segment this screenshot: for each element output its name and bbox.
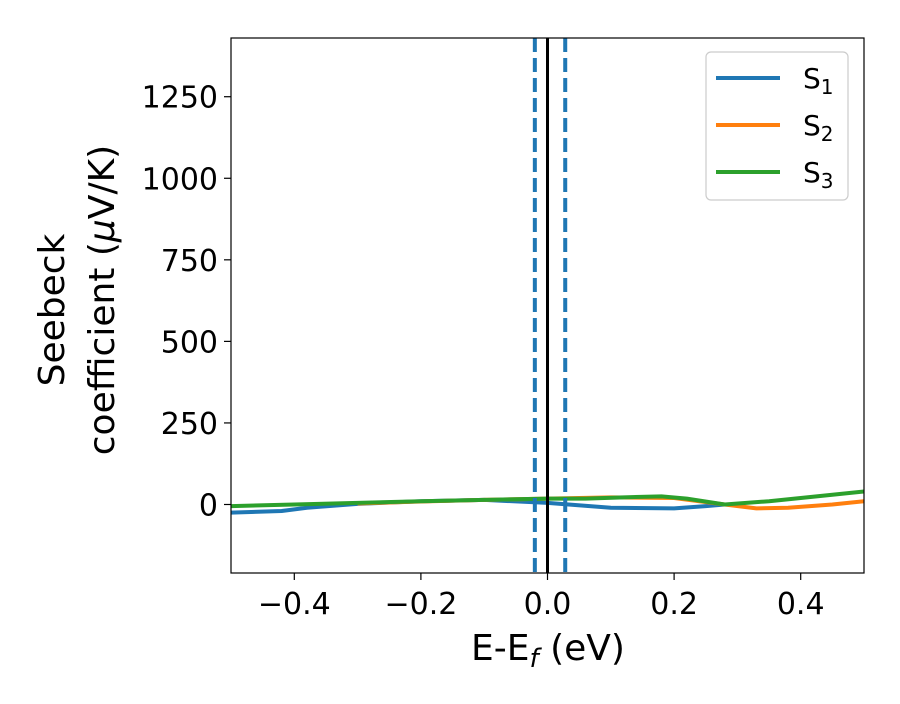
legend-label-s3: S3 [803, 156, 834, 193]
y-axis-label-line2: coefficient (μV/K) [82, 145, 123, 455]
x-tick-label: 0.2 [650, 587, 698, 622]
y-tick-label: 250 [161, 407, 218, 442]
vertical-lines-layer [532, 38, 568, 573]
y-tick-label: 1000 [142, 162, 218, 197]
y-axis-label-unit: V/K) [82, 145, 123, 219]
x-tick-label: 0.4 [777, 587, 825, 622]
x-axis-label-unit: (eV) [539, 628, 625, 669]
y-ticks: 0 250 500 750 1000 1250 [142, 81, 231, 523]
x-tick-label: −0.2 [384, 587, 457, 622]
y-tick-label: 750 [161, 244, 218, 279]
x-ticks: −0.4 −0.2 0.0 0.2 0.4 [258, 573, 825, 622]
series-layer [231, 489, 864, 515]
legend-label-s2: S2 [803, 109, 834, 146]
x-tick-label: 0.0 [524, 587, 572, 622]
y-axis-label-mu: μ [82, 219, 123, 243]
x-axis-label: E-Ef (eV) [471, 628, 625, 674]
y-tick-label: 500 [161, 325, 218, 360]
series-line-s3 [231, 489, 864, 509]
legend: S1 S2 S3 [705, 51, 849, 201]
y-tick-label: 0 [199, 488, 218, 523]
y-axis-label-line1: Seebeck [32, 233, 73, 386]
y-axis-label: Seebeck coefficient (μV/K) [32, 145, 123, 455]
legend-label-s1: S1 [803, 62, 834, 99]
x-tick-label: −0.4 [258, 587, 331, 622]
y-tick-label: 1250 [142, 81, 218, 116]
